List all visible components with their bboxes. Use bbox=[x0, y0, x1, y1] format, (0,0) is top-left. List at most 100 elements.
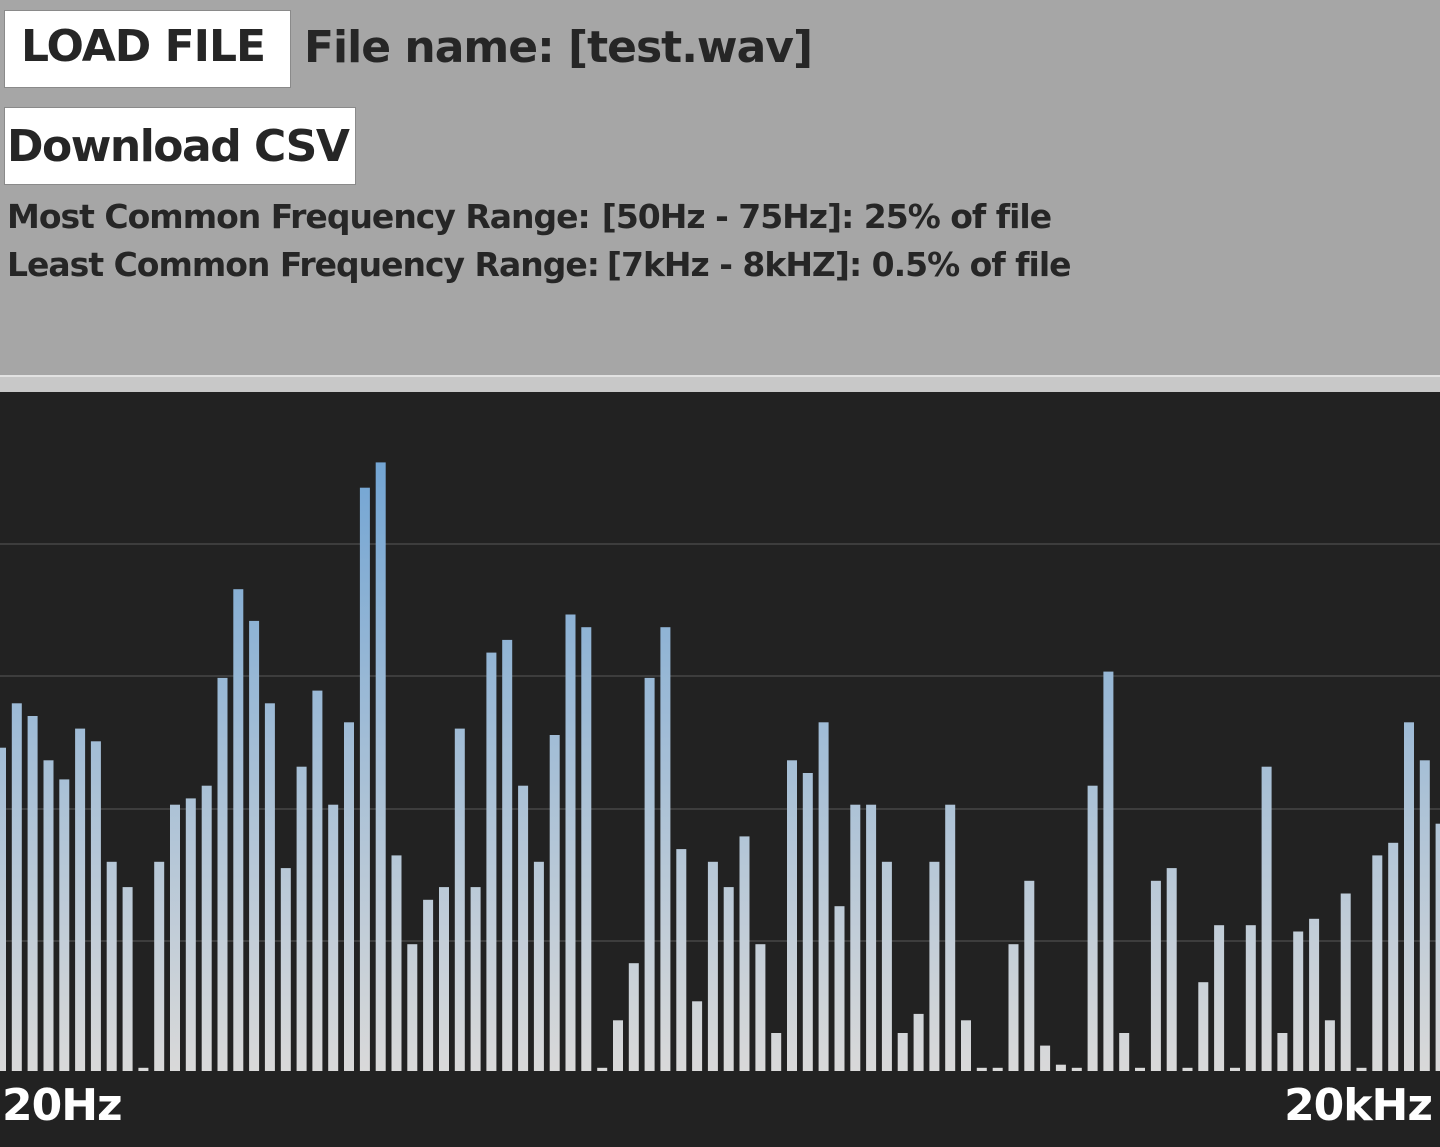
spectrum-bar bbox=[850, 804, 861, 1071]
spectrum-bar bbox=[122, 887, 133, 1071]
spectrum-bar bbox=[897, 1033, 908, 1071]
spectrum-bar bbox=[1103, 671, 1114, 1071]
spectrum-bar bbox=[470, 887, 481, 1071]
most-common-frequency-stat: Most Common Frequency Range: [50Hz - 75Hz… bbox=[7, 197, 1052, 236]
spectrum-bar bbox=[59, 779, 70, 1071]
spectrum-bar bbox=[755, 944, 766, 1071]
spectrum-bar bbox=[1135, 1067, 1145, 1071]
spectrum-bar bbox=[296, 766, 307, 1071]
load-file-button[interactable]: LOAD FILE bbox=[4, 10, 291, 88]
spectrum-bar bbox=[802, 773, 813, 1071]
spectrum-bar bbox=[344, 722, 354, 1071]
spectrum-bar bbox=[834, 906, 845, 1071]
spectrum-bar bbox=[660, 627, 671, 1071]
spectrum-bar bbox=[1372, 855, 1383, 1071]
spectrum-bar bbox=[502, 639, 513, 1071]
x-axis-min-label: 20Hz bbox=[2, 1080, 123, 1131]
spectrum-bar bbox=[644, 677, 655, 1071]
spectrum-bar bbox=[787, 760, 797, 1071]
spectrum-bar bbox=[1356, 1067, 1367, 1071]
least-common-frequency-stat: Least Common Frequency Range: [7kHz - 8kH… bbox=[7, 245, 1072, 284]
spectrum-bar bbox=[217, 677, 228, 1071]
spectrum-bar bbox=[280, 868, 291, 1071]
spectrum-bar bbox=[454, 728, 465, 1071]
least-common-value: [7kHz - 8kHZ]: 0.5% of file bbox=[606, 245, 1072, 284]
spectrum-bars bbox=[0, 462, 1440, 1071]
spectrum-bar bbox=[1293, 931, 1304, 1071]
spectrum-bar bbox=[90, 741, 101, 1071]
spectrum-bar bbox=[913, 1013, 924, 1071]
spectrum-bar bbox=[565, 614, 576, 1071]
spectrum-bar bbox=[138, 1067, 149, 1071]
most-common-value: [50Hz - 75Hz]: 25% of file bbox=[601, 197, 1052, 236]
spectrum-bar bbox=[312, 690, 323, 1071]
least-common-label: Least Common Frequency Range: bbox=[7, 245, 600, 284]
spectrum-bar bbox=[992, 1067, 1003, 1071]
spectrum-bar bbox=[1324, 1020, 1335, 1071]
x-axis-max-label: 20kHz bbox=[1284, 1080, 1433, 1131]
spectrum-bar bbox=[375, 462, 386, 1071]
spectrum-bar bbox=[676, 849, 687, 1071]
spectrum-bar bbox=[628, 963, 639, 1071]
spectrum-bar bbox=[391, 855, 402, 1071]
spectrum-bar bbox=[533, 861, 544, 1071]
grid-lines bbox=[0, 543, 1440, 942]
spectrum-bar bbox=[170, 804, 180, 1071]
spectrum-bar bbox=[518, 785, 529, 1071]
spectrum-bar bbox=[43, 760, 54, 1071]
spectrum-bar bbox=[613, 1020, 623, 1071]
download-csv-button[interactable]: Download CSV bbox=[4, 107, 356, 185]
spectrum-bar bbox=[1071, 1067, 1082, 1071]
spectrum-bar bbox=[1214, 925, 1225, 1071]
spectrum-bar bbox=[1404, 722, 1414, 1071]
spectrum-plot bbox=[0, 462, 1440, 1071]
spectrum-bar bbox=[945, 804, 956, 1071]
spectrum-bar bbox=[1245, 925, 1256, 1071]
spectrum-bar bbox=[1055, 1064, 1066, 1071]
spectrum-bar bbox=[1309, 918, 1320, 1071]
spectrum-bar bbox=[1277, 1033, 1288, 1071]
spectrum-bar bbox=[549, 735, 560, 1071]
spectrum-bar bbox=[881, 861, 892, 1071]
spectrum-bar bbox=[486, 652, 497, 1071]
most-common-label: Most Common Frequency Range: bbox=[7, 197, 591, 236]
spectrum-bar bbox=[581, 627, 592, 1071]
spectrum-bar bbox=[328, 804, 339, 1071]
spectrum-bar bbox=[961, 1020, 971, 1071]
spectrum-bar bbox=[1182, 1067, 1193, 1071]
spectrum-bar bbox=[249, 620, 260, 1071]
spectrum-bar bbox=[1150, 880, 1161, 1071]
panel-divider bbox=[0, 375, 1440, 392]
spectrum-bar bbox=[27, 716, 38, 1071]
file-name-label: File name: [test.wav] bbox=[304, 22, 813, 73]
spectrum-bar bbox=[1230, 1067, 1240, 1071]
spectrum-bar bbox=[976, 1067, 987, 1071]
spectrum-bar bbox=[707, 861, 718, 1071]
spectrum-bar bbox=[1435, 823, 1440, 1071]
spectrum-bar bbox=[407, 944, 418, 1071]
spectrum-bar bbox=[723, 887, 734, 1071]
spectrum-bar bbox=[597, 1067, 608, 1071]
spectrum-bar bbox=[75, 728, 86, 1071]
spectrum-bar bbox=[739, 836, 750, 1071]
spectrum-bar bbox=[264, 703, 275, 1071]
spectrum-bar bbox=[866, 804, 877, 1071]
spectrum-bar bbox=[1340, 893, 1351, 1071]
spectrum-bar bbox=[771, 1033, 782, 1071]
spectrum-bar bbox=[1040, 1045, 1051, 1071]
spectrum-bar bbox=[1166, 868, 1177, 1071]
spectrum-bar bbox=[1008, 944, 1019, 1071]
spectrum-bar bbox=[1261, 766, 1272, 1071]
frequency-spectrum-chart: 20Hz 20kHz bbox=[0, 392, 1440, 1147]
spectrum-bar bbox=[423, 899, 434, 1071]
controls-panel: LOAD FILE File name: [test.wav] Download… bbox=[0, 0, 1440, 375]
spectrum-bar bbox=[0, 747, 6, 1071]
spectrum-bar bbox=[1087, 785, 1098, 1071]
spectrum-bar bbox=[1198, 982, 1209, 1071]
spectrum-bar bbox=[1388, 842, 1399, 1071]
spectrum-bar bbox=[1024, 880, 1035, 1071]
spectrum-bar bbox=[1119, 1033, 1130, 1071]
spectrum-bar bbox=[439, 887, 449, 1071]
spectrum-bar bbox=[929, 861, 940, 1071]
spectrum-bar bbox=[359, 487, 370, 1071]
